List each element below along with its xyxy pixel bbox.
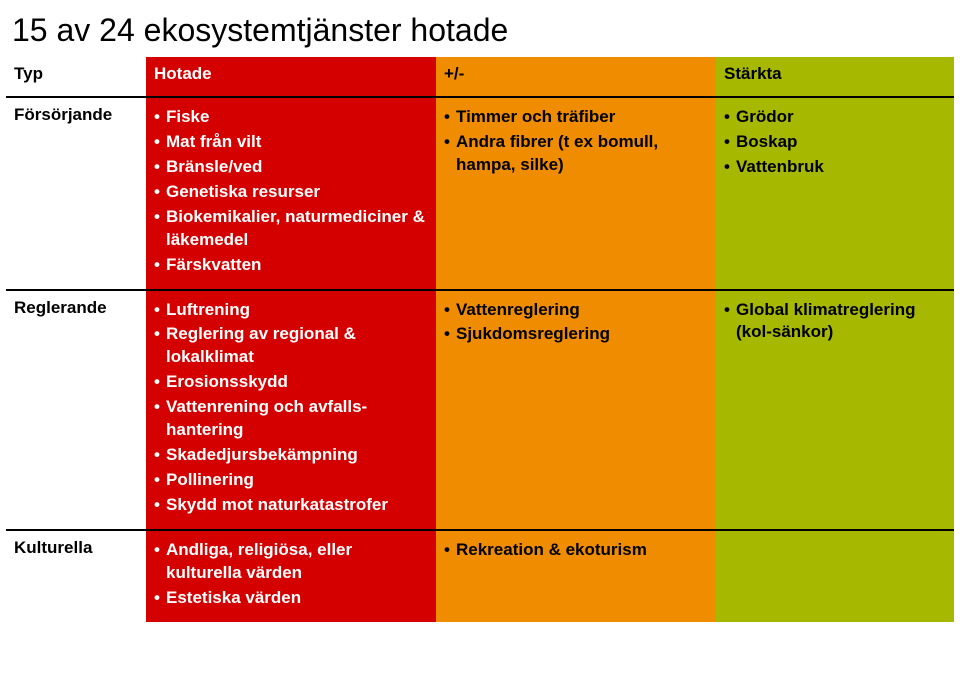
list-item: Genetiska resurser [154, 181, 428, 204]
col-header-hotade: Hotade [146, 57, 436, 97]
list-item: Vattenreglering [444, 299, 708, 322]
cell-starkta: GrödorBoskapVattenbruk [716, 97, 954, 290]
list-item: Erosionsskydd [154, 371, 428, 394]
list-item: Estetiska värden [154, 587, 428, 610]
table-row: KulturellaAndliga, religiösa, eller kult… [6, 530, 954, 622]
list-item: Fiske [154, 106, 428, 129]
col-header-type: Typ [6, 57, 146, 97]
bullet-list: Andliga, religiösa, eller kulturella vär… [154, 539, 428, 610]
list-item: Skydd mot naturkatastrofer [154, 494, 428, 517]
cell-starkta: Global klimatreglering (kol-sänkor) [716, 290, 954, 530]
bullet-list: GrödorBoskapVattenbruk [724, 106, 946, 179]
table-row: ReglerandeLuftreningReglering av regiona… [6, 290, 954, 530]
list-item: Bränsle/ved [154, 156, 428, 179]
list-item: Reglering av regional & lokalklimat [154, 323, 428, 369]
row-type-label: Försörjande [6, 97, 146, 290]
list-item: Vattenbruk [724, 156, 946, 179]
col-header-plusminus: +/- [436, 57, 716, 97]
list-item: Skadedjursbekämpning [154, 444, 428, 467]
header-row: Typ Hotade +/- Stärkta [6, 57, 954, 97]
row-type-label: Reglerande [6, 290, 146, 530]
list-item: Timmer och träfiber [444, 106, 708, 129]
list-item: Sjukdomsreglering [444, 323, 708, 346]
list-item: Biokemikalier, naturmediciner & läkemede… [154, 206, 428, 252]
list-item: Rekreation & ekoturism [444, 539, 708, 562]
cell-plusminus: Timmer och träfiberAndra fibrer (t ex bo… [436, 97, 716, 290]
row-type-label: Kulturella [6, 530, 146, 622]
list-item: Grödor [724, 106, 946, 129]
list-item: Global klimatreglering (kol-sänkor) [724, 299, 946, 345]
list-item: Mat från vilt [154, 131, 428, 154]
list-item: Luftrening [154, 299, 428, 322]
list-item: Boskap [724, 131, 946, 154]
bullet-list: VattenregleringSjukdomsreglering [444, 299, 708, 347]
cell-hotade: FiskeMat från viltBränsle/vedGenetiska r… [146, 97, 436, 290]
list-item: Färskvatten [154, 254, 428, 277]
ecosystem-table: Typ Hotade +/- Stärkta FörsörjandeFiskeM… [6, 57, 954, 622]
bullet-list: Timmer och träfiberAndra fibrer (t ex bo… [444, 106, 708, 177]
cell-hotade: Andliga, religiösa, eller kulturella vär… [146, 530, 436, 622]
cell-hotade: LuftreningReglering av regional & lokalk… [146, 290, 436, 530]
list-item: Andra fibrer (t ex bomull, hampa, silke) [444, 131, 708, 177]
cell-starkta [716, 530, 954, 622]
table-row: FörsörjandeFiskeMat från viltBränsle/ved… [6, 97, 954, 290]
bullet-list: FiskeMat från viltBränsle/vedGenetiska r… [154, 106, 428, 277]
col-header-starkta: Stärkta [716, 57, 954, 97]
cell-plusminus: Rekreation & ekoturism [436, 530, 716, 622]
page-title: 15 av 24 ekosystemtjänster hotade [0, 0, 960, 57]
bullet-list: Global klimatreglering (kol-sänkor) [724, 299, 946, 345]
list-item: Andliga, religiösa, eller kulturella vär… [154, 539, 428, 585]
list-item: Pollinering [154, 469, 428, 492]
cell-plusminus: VattenregleringSjukdomsreglering [436, 290, 716, 530]
bullet-list: LuftreningReglering av regional & lokalk… [154, 299, 428, 517]
bullet-list: Rekreation & ekoturism [444, 539, 708, 562]
list-item: Vattenrening och avfalls-hantering [154, 396, 428, 442]
table-body: FörsörjandeFiskeMat från viltBränsle/ved… [6, 97, 954, 622]
